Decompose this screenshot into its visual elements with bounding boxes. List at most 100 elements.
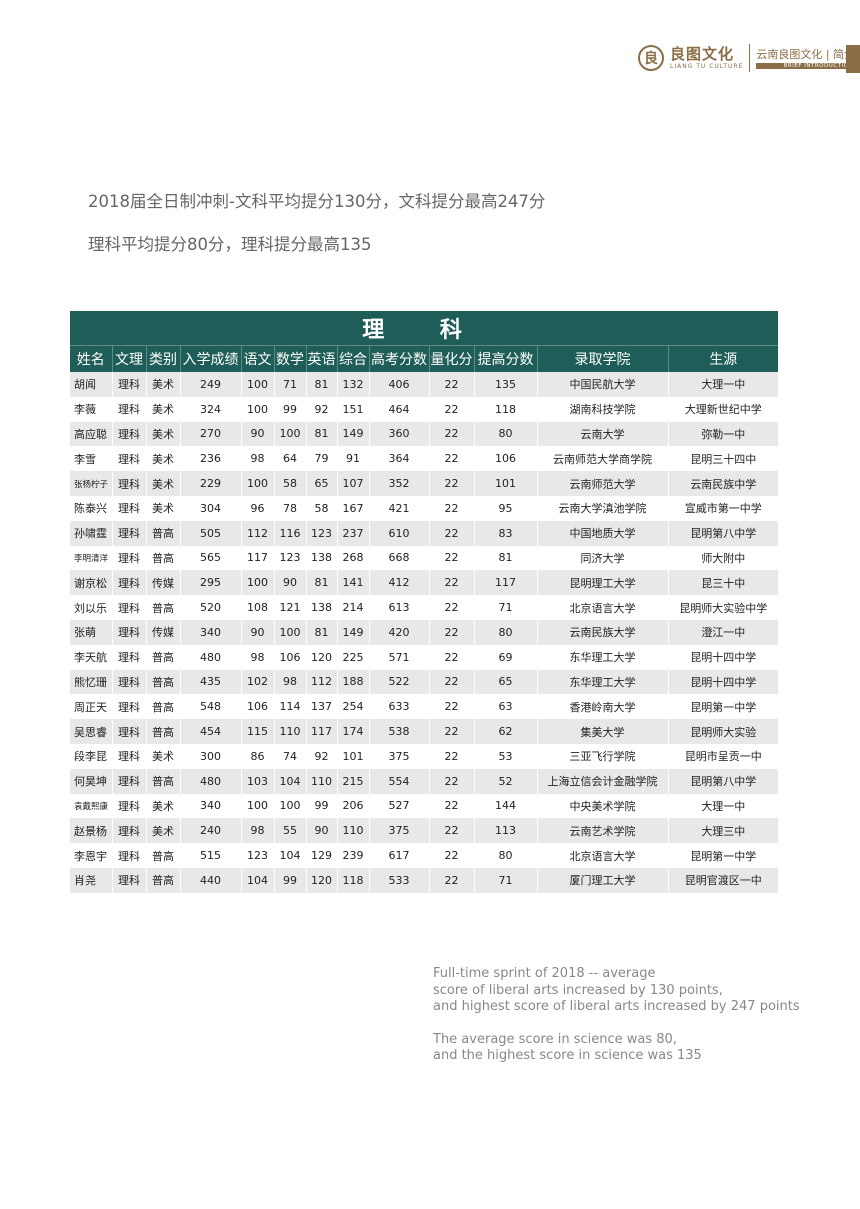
table-cell: 理科 [111,644,146,670]
table-cell: 昆明师大实验中学 [667,595,779,620]
table-cell: 100 [240,396,274,422]
table-cell: 普高 [145,867,180,893]
table-cell: 86 [240,743,274,769]
table-cell: 中央美术学院 [536,793,668,819]
table-cell: 74 [273,743,306,769]
table-cell: 北京语言大学 [536,843,668,868]
table-cell: 480 [179,768,241,794]
table-cell: 435 [179,669,241,695]
table-cell: 熊忆珊 [70,669,112,695]
table-row: 陈泰兴 理科 美术 304 96 78 58 167 421 22 95 云南大学滇池学院 宣威市第一中… [70,495,779,521]
table-cell: 480 [179,644,241,670]
brief-title: 云南良图文化 | 简介 [756,48,856,61]
table-cell: 大理一中 [667,372,779,397]
table-cell: 123 [240,843,274,868]
table-cell: 美术 [145,495,180,521]
table-cell: 孙啸霆 [70,520,112,546]
table-cell: 22 [428,818,474,844]
table-cell: 120 [305,644,337,670]
table-cell: 张萌 [70,619,112,645]
table-cell: 普高 [145,843,180,868]
table-cell: 李雪 [74,452,96,466]
table-row: 李雪 理科 美术 236 98 64 79 91 364 22 106 云南师范大学商学院 昆明三十四中 [70,446,779,472]
column-header: 高考分数 [368,345,429,372]
table-cell: 普高 [145,719,180,744]
table-cell: 104 [240,867,274,893]
table-cell: 104 [273,843,306,868]
table-cell: 李薇 [74,403,96,417]
table-cell: 167 [336,495,369,521]
table-cell: 美术 [145,818,180,844]
table-cell: 理科 [111,768,146,794]
table-cell: 137 [305,694,337,720]
table-cell: 昆明三十四中 [667,446,779,472]
table-cell: 617 [368,843,429,868]
table-cell: 254 [336,694,369,720]
table-cell: 117 [305,719,337,744]
table-cell: 65 [305,471,337,496]
table-row: 李恩宇 理科 普高 515 123 104 129 239 617 22 80 北京语言大学 昆明第一中… [70,843,779,868]
table-cell: 云南师范大学商学院 [536,446,668,472]
table-cell: 昆明理工大学 [536,570,668,596]
table-cell: 理科 [111,495,146,521]
table-cell: 364 [368,446,429,472]
english-line: The average score in science was 80, [433,1031,677,1047]
table-cell: 22 [428,694,474,720]
table-cell: 100 [273,793,306,819]
logo-name: 良图文化 [670,45,735,63]
table-cell: 22 [428,843,474,868]
table-cell: 98 [273,669,306,695]
table-cell: 270 [179,421,241,447]
table-cell: 高应聪 [70,421,112,447]
table-cell: 412 [368,570,429,596]
english-line: Full-time sprint of 2018 -- average [433,966,656,981]
column-header: 英语 [305,345,337,372]
table-cell: 22 [428,669,474,695]
table-cell: 101 [473,471,537,496]
table-cell: 100 [273,421,306,447]
table-cell: 理科 [111,595,146,620]
table-cell: 昆明官渡区一中 [667,867,779,893]
table-cell: 谢京松 [70,570,112,596]
table-cell: 云南大学 [536,421,668,447]
table-cell: 昆明第一中学 [667,694,779,720]
table-cell: 100 [240,471,274,496]
table-cell: 22 [428,421,474,447]
table-cell: 香港岭南大学 [536,694,668,720]
table-cell: 538 [368,719,429,744]
table-cell: 63 [473,694,537,720]
table-cell: 527 [368,793,429,819]
table-cell: 138 [305,595,337,620]
table-cell: 胡闻 [70,372,112,397]
table-cell: 91 [336,446,369,472]
table-cell: 刘以乐 [74,601,107,615]
table-cell: 大理新世纪中学 [667,396,779,422]
table-cell: 295 [179,570,241,596]
table-cell: 92 [305,396,337,422]
table-cell: 58 [273,471,306,496]
table-cell: 美术 [145,793,180,819]
table-cell: 北京语言大学 [536,595,668,620]
table-cell: 101 [336,743,369,769]
table-cell: 大理一中 [667,793,779,819]
table-cell: 464 [368,396,429,422]
table-cell: 22 [428,471,474,496]
table-cell: 22 [428,396,474,422]
table-cell: 505 [179,520,241,546]
table-cell: 92 [305,743,337,769]
column-header: 综合 [336,345,369,372]
table-cell: 533 [368,867,429,893]
table-cell: 袁戴熙康 [74,801,109,812]
table-cell: 522 [368,669,429,695]
table-cell: 100 [273,619,306,645]
table-cell: 云南民族中学 [667,471,779,496]
table-cell: 548 [179,694,241,720]
table-cell: 理科 [111,818,146,844]
table-cell: 大理三中 [667,818,779,844]
table-cell: 406 [368,372,429,397]
column-header: 数学 [273,345,306,372]
table-cell: 340 [179,619,241,645]
table-cell: 304 [179,495,241,521]
table-cell: 普高 [145,694,180,720]
table-cell: 中国地质大学 [536,520,668,546]
